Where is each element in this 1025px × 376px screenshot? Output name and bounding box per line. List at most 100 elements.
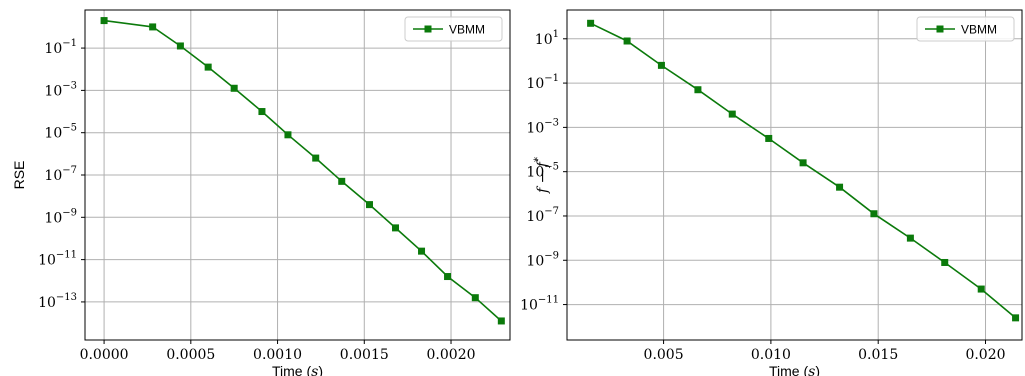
series-line-vbmm <box>590 22 1017 319</box>
legend-marker-swatch <box>936 25 944 33</box>
y-tick-exponent: −1 <box>62 38 77 49</box>
y-tick-exponent: −11 <box>538 295 559 306</box>
legend-marker-swatch <box>424 25 432 33</box>
data-point-marker <box>176 42 184 50</box>
y-tick-label: 10−13 <box>38 292 77 311</box>
data-point-marker <box>471 294 479 302</box>
y-tick-label: 10−9 <box>44 207 77 226</box>
y-tick-label: 10−5 <box>44 123 77 142</box>
y-tick-base: 10 <box>526 253 544 269</box>
legend-label: VBMM <box>961 23 997 37</box>
y-tick-exponent: −5 <box>544 162 559 173</box>
y-tick-exponent: −3 <box>62 80 77 91</box>
y-tick-exponent: −3 <box>544 117 559 128</box>
data-point-marker <box>977 285 985 293</box>
y-tick-base: 10 <box>38 253 56 269</box>
y-tick-base: 10 <box>535 32 553 48</box>
left-chart-panel: 0.0000 0.0005 0.0010 0.0015 0.002010−110−310… <box>11 9 511 376</box>
y-tick-label: 10−1 <box>44 38 77 57</box>
data-point-marker <box>799 159 807 167</box>
x-tick-label: 0.015 <box>858 347 898 363</box>
data-point-marker <box>100 17 108 25</box>
y-tick-exponent: −9 <box>544 250 559 261</box>
data-point-marker <box>657 61 665 69</box>
data-point-marker <box>284 131 292 139</box>
x-tick-label: 0.010 <box>751 347 791 363</box>
y-tick-label: 10−7 <box>44 165 77 184</box>
data-point-marker <box>587 19 595 27</box>
y-tick-base: 10 <box>44 83 62 99</box>
data-point-marker <box>623 37 631 45</box>
y-tick-base: 10 <box>526 209 544 225</box>
x-tick-label: 0.0015 <box>340 347 389 363</box>
y-tick-exponent: −5 <box>62 123 77 134</box>
legend-box <box>916 16 1015 42</box>
y-tick-exponent: −11 <box>56 250 77 261</box>
x-axis-label: Time (s) <box>272 363 323 376</box>
y-tick-base: 10 <box>44 210 62 226</box>
data-point-marker <box>258 108 266 116</box>
y-tick-base: 10 <box>520 298 538 314</box>
x-axis-unit: s <box>808 364 815 376</box>
y-tick-label: 10−7 <box>526 206 559 225</box>
x-axis-paren-close: ) <box>318 363 323 376</box>
data-point-marker <box>365 201 373 209</box>
x-tick-label: 0.0020 <box>427 347 476 363</box>
y-axis-label-text: f − f <box>535 159 551 194</box>
plot-frame <box>566 9 1023 341</box>
data-point-marker <box>338 177 346 185</box>
legend-label: VBMM <box>449 23 485 37</box>
y-tick-base: 10 <box>44 41 62 57</box>
x-axis-label-text: Time <box>769 363 800 376</box>
y-tick-base: 10 <box>44 168 62 184</box>
data-point-marker <box>204 63 212 71</box>
y-tick-base: 10 <box>526 120 544 136</box>
x-tick-label: 0.0005 <box>166 347 215 363</box>
series-line-vbmm <box>103 19 502 322</box>
x-axis-paren-open: ( <box>303 363 312 376</box>
data-point-marker <box>906 234 914 242</box>
y-axis-label: f − f* <box>533 157 551 194</box>
data-point-marker <box>870 210 878 218</box>
y-tick-exponent: −7 <box>544 206 559 217</box>
legend: VBMM <box>404 16 503 42</box>
x-axis-paren-open: ( <box>800 363 809 376</box>
data-point-marker <box>765 134 773 142</box>
y-axis-label-superscript: * <box>533 157 544 162</box>
y-tick-label: 10−11 <box>520 295 559 314</box>
data-point-marker <box>312 154 320 162</box>
x-axis-paren-close: ) <box>815 363 820 376</box>
y-tick-exponent: −7 <box>62 165 77 176</box>
y-tick-label: 101 <box>535 29 559 48</box>
right-chart-panel: 0.005 0.010 0.015 0.02010110−110−310−510−71… <box>520 9 1023 376</box>
y-tick-base: 10 <box>44 126 62 142</box>
y-tick-base: 10 <box>38 295 56 311</box>
data-point-marker <box>1012 314 1020 322</box>
data-point-marker <box>230 84 238 92</box>
y-axis-label-text: RSE <box>11 161 27 190</box>
data-point-marker <box>444 273 452 281</box>
y-axis-label: RSE <box>11 161 27 190</box>
legend-box <box>404 16 503 42</box>
x-tick-label: 0.020 <box>965 347 1005 363</box>
y-tick-label: 10−3 <box>44 80 77 99</box>
y-tick-label: 10−9 <box>526 250 559 269</box>
x-tick-label: 0.005 <box>644 347 684 363</box>
x-tick-label: 0.0000 <box>80 347 129 363</box>
y-tick-base: 10 <box>526 165 544 181</box>
data-point-marker <box>418 247 426 255</box>
y-tick-exponent: −1 <box>544 73 559 84</box>
y-tick-base: 10 <box>526 76 544 92</box>
data-point-marker <box>728 110 736 118</box>
y-tick-exponent: −9 <box>62 207 77 218</box>
data-point-marker <box>836 183 844 191</box>
plot-frame <box>84 9 511 341</box>
legend: VBMM <box>916 16 1015 42</box>
y-tick-exponent: 1 <box>553 29 559 40</box>
y-tick-label: 10−11 <box>38 250 77 269</box>
y-tick-label: 10−1 <box>526 73 559 92</box>
y-tick-exponent: −13 <box>56 292 77 303</box>
x-tick-label: 0.0010 <box>253 347 302 363</box>
y-tick-label: 10−3 <box>526 117 559 136</box>
data-point-marker <box>497 317 505 325</box>
